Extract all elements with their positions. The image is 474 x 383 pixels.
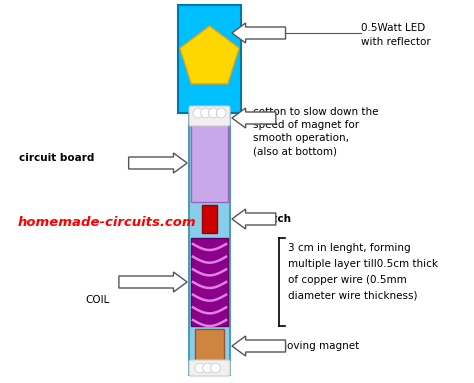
Text: multiple layer till0.5cm thick: multiple layer till0.5cm thick: [289, 259, 438, 269]
Bar: [191, 124, 228, 202]
Polygon shape: [232, 23, 285, 43]
FancyBboxPatch shape: [189, 106, 230, 126]
Text: smooth operation,: smooth operation,: [254, 133, 349, 143]
Circle shape: [210, 363, 220, 373]
Polygon shape: [232, 108, 276, 128]
Text: free moving magnet: free moving magnet: [254, 341, 360, 351]
Circle shape: [201, 108, 210, 118]
Circle shape: [193, 108, 203, 118]
Text: diameter wire thickness): diameter wire thickness): [289, 291, 418, 301]
Bar: [195, 329, 224, 363]
Bar: [178, 5, 241, 113]
Bar: [189, 110, 230, 375]
Polygon shape: [232, 336, 285, 356]
Circle shape: [203, 363, 212, 373]
Text: 0.5Watt LED: 0.5Watt LED: [361, 23, 425, 33]
Text: (also at bottom): (also at bottom): [254, 146, 337, 156]
Text: 3 cm in lenght, forming: 3 cm in lenght, forming: [289, 243, 411, 253]
Text: cotton to slow down the: cotton to slow down the: [254, 107, 379, 117]
FancyBboxPatch shape: [189, 360, 230, 376]
Text: switch: switch: [254, 214, 292, 224]
Polygon shape: [119, 272, 187, 292]
Text: homemade-circuits.com: homemade-circuits.com: [18, 216, 196, 229]
Text: of copper wire (0.5mm: of copper wire (0.5mm: [289, 275, 407, 285]
Bar: [191, 238, 228, 326]
Text: with reflector: with reflector: [361, 37, 430, 47]
Polygon shape: [232, 209, 276, 229]
Circle shape: [209, 108, 219, 118]
Polygon shape: [180, 26, 239, 84]
Polygon shape: [128, 153, 187, 173]
Text: COIL: COIL: [85, 295, 109, 305]
Text: speed of magnet for: speed of magnet for: [254, 120, 359, 130]
Text: circuit board: circuit board: [19, 153, 95, 163]
Bar: [202, 205, 218, 233]
Circle shape: [195, 363, 205, 373]
Circle shape: [216, 108, 226, 118]
